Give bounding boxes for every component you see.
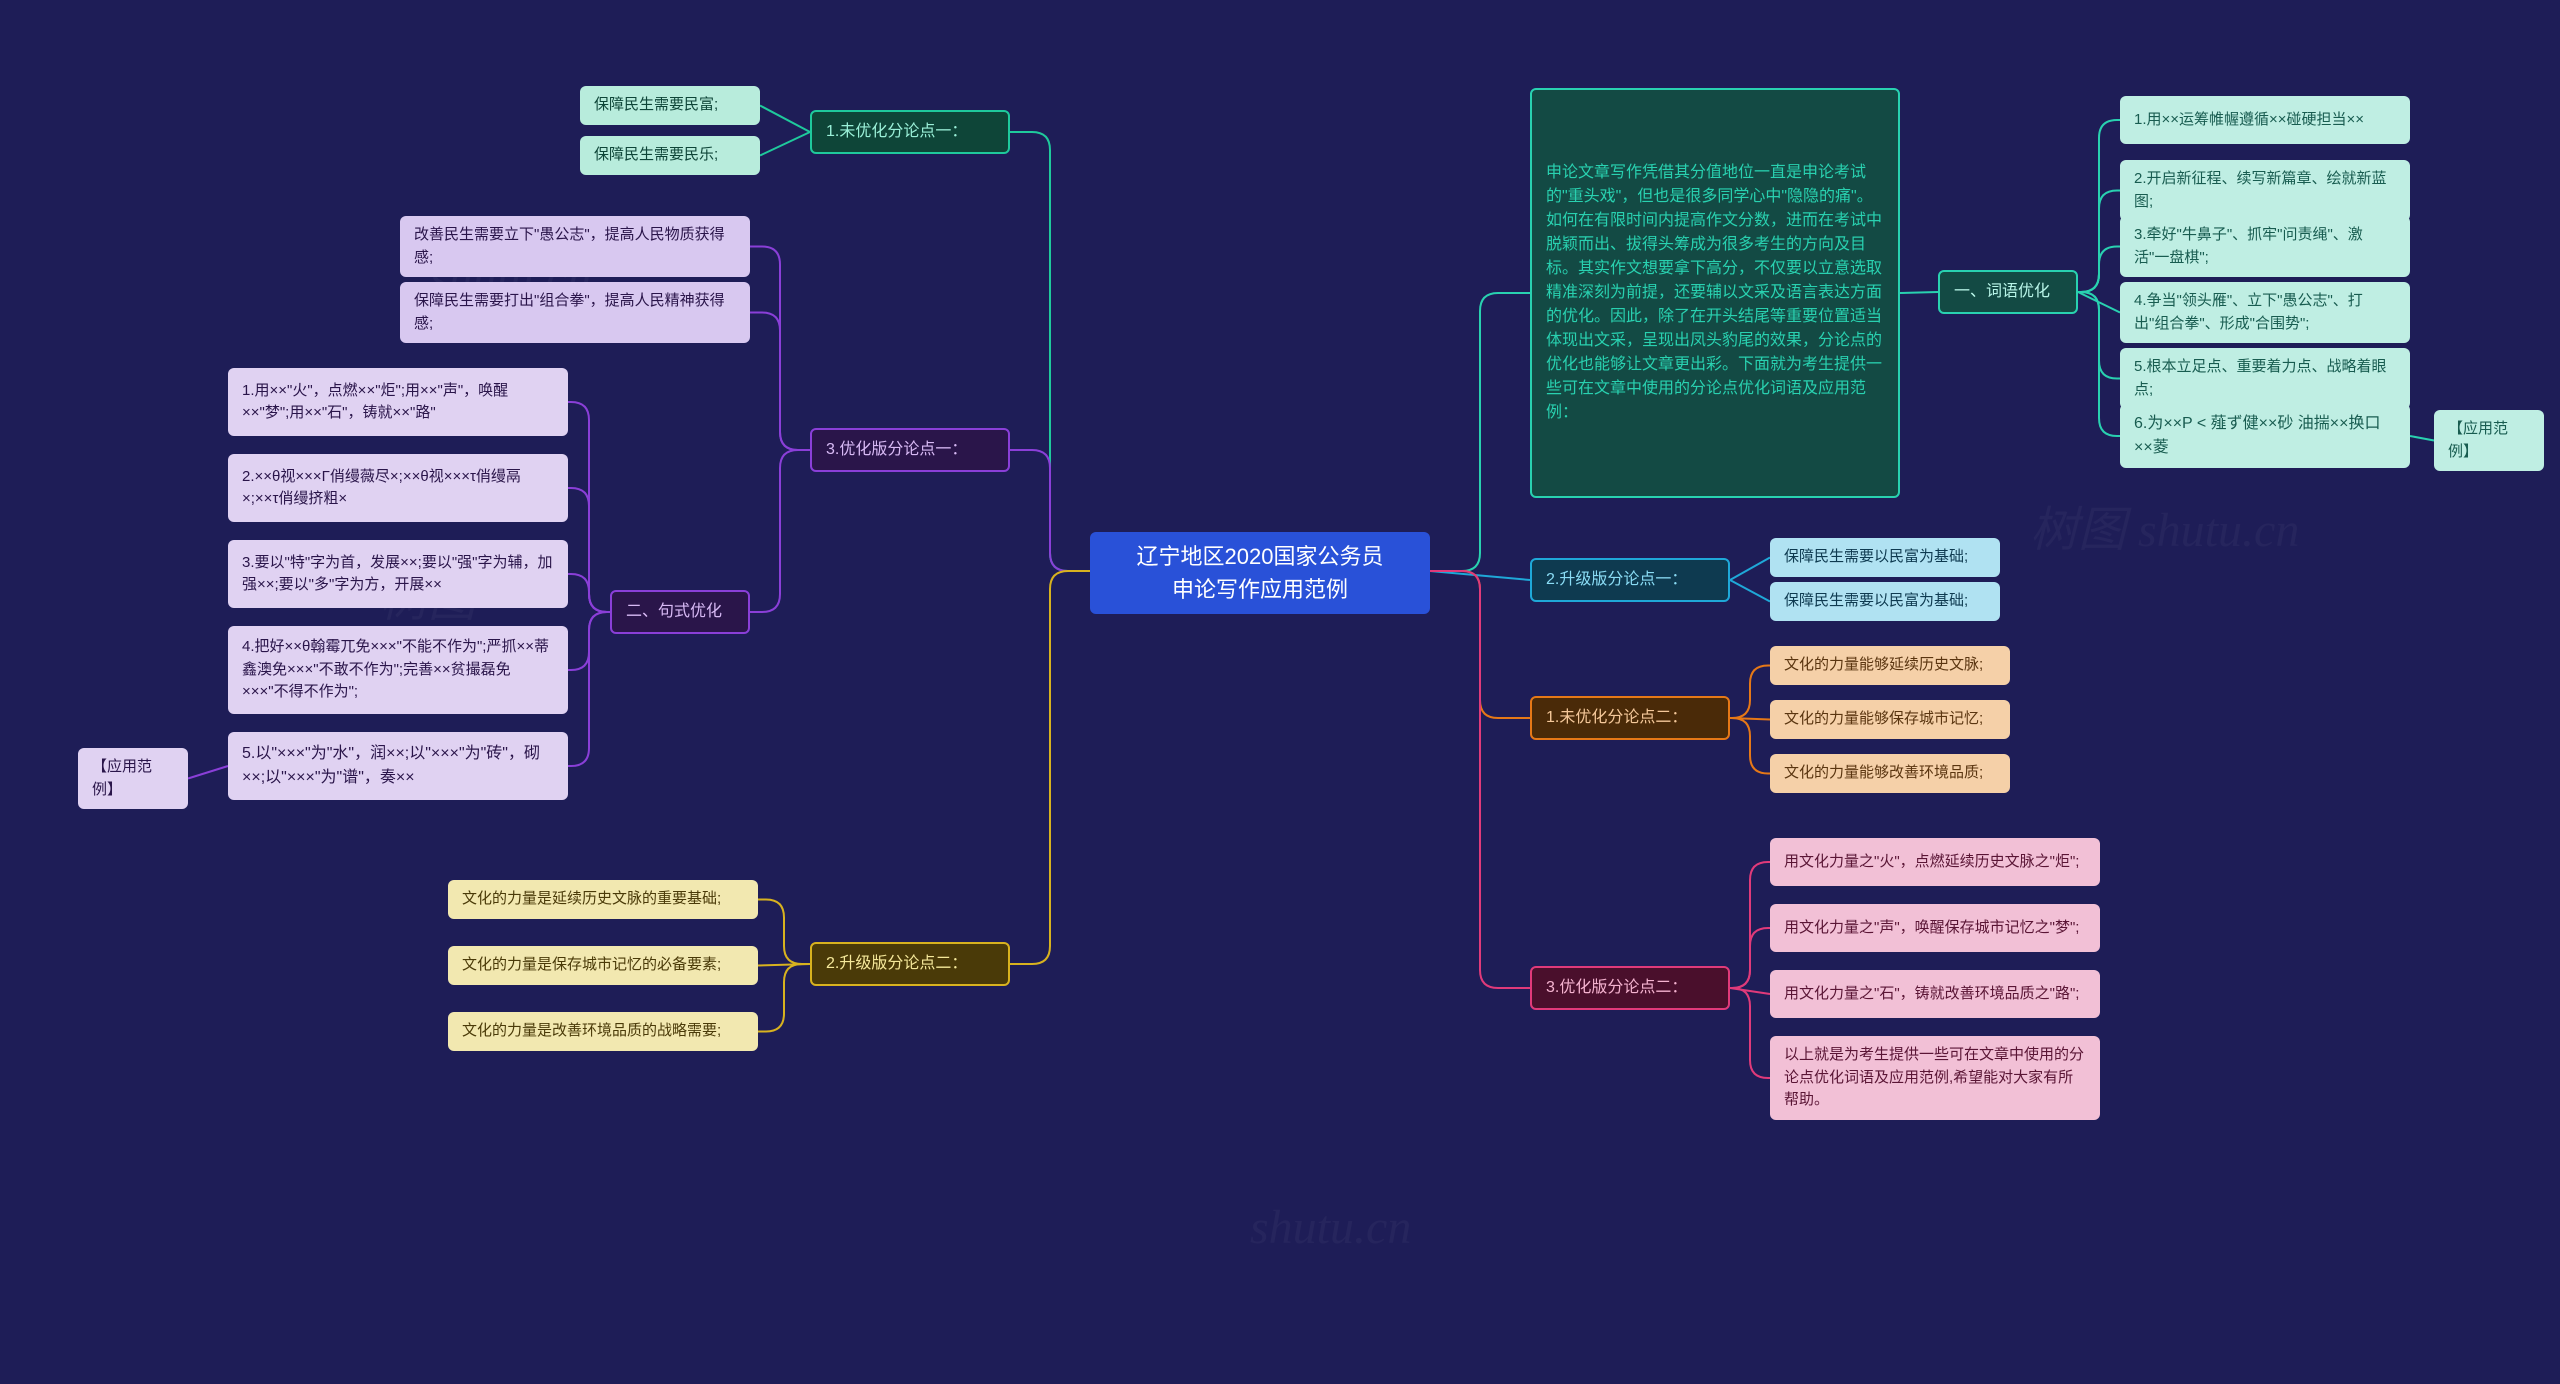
connector-path [188, 766, 228, 779]
branch-node: 1.未优化分论点一： [810, 110, 1010, 154]
connector-path [1730, 988, 1770, 1078]
connector-path [1730, 988, 1770, 994]
connector-path [758, 964, 810, 966]
connector-path [2410, 436, 2434, 441]
connector-path [1430, 571, 1530, 988]
watermark: 树图 shutu.cn [2030, 490, 2299, 560]
leaf-node: 保障民生需要以民富为基础; [1770, 538, 2000, 577]
connector-path [760, 106, 810, 133]
connector-path [2078, 191, 2120, 293]
leaf-node: 改善民生需要立下"愚公志"，提高人民物质获得感; [400, 216, 750, 277]
leaf-node: 保障民生需要民乐; [580, 136, 760, 175]
connector-path [1730, 666, 1770, 719]
leaf-node: 文化的力量是保存城市记忆的必备要素; [448, 946, 758, 985]
branch-node: 1.未优化分论点二： [1530, 696, 1730, 740]
leaf-node: 2.××θ视×××Γ俏缦薇尽×;××θ视×××τ俏缦鬲×;××τ俏缦挤粗× [228, 454, 568, 522]
branch-node: 6.为××P < 薤ず健××砂 油揣××换口××菱 [2120, 404, 2410, 468]
connector-path [2078, 247, 2120, 293]
connector-path [750, 313, 810, 451]
leaf-node: 3.要以"特"字为首，发展××;要以"强"字为辅，加强××;要以"多"字为方，开… [228, 540, 568, 608]
connector-path [1430, 571, 1530, 718]
connector-path [568, 574, 610, 612]
branch-node: 5.以"×××"为"水"，润××;以"×××"为"砖"，砌××;以"×××"为"… [228, 732, 568, 800]
connector-path [750, 450, 810, 612]
connector-path [758, 900, 810, 965]
connector-path [760, 132, 810, 156]
connector-path [1730, 718, 1770, 720]
branch-node: 3.优化版分论点二： [1530, 966, 1730, 1010]
connector-path [568, 402, 610, 612]
leaf-node: 文化的力量能够保存城市记忆; [1770, 700, 2010, 739]
connector-path [1430, 293, 1530, 571]
connector-path [1730, 928, 1770, 988]
leaf-node: 5.根本立足点、重要着力点、战略着眼点; [2120, 348, 2410, 409]
leaf-node: 用文化力量之"声"，唤醒保存城市记忆之"梦"; [1770, 904, 2100, 952]
connector-path [2078, 292, 2120, 313]
leaf-node: 保障民生需要以民富为基础; [1770, 582, 2000, 621]
branch-node: 3.优化版分论点一： [810, 428, 1010, 472]
leaf-node: 用文化力量之"石"，铸就改善环境品质之"路"; [1770, 970, 2100, 1018]
connector-path [1730, 558, 1770, 581]
leaf-node: 1.用××运筹帷幄遵循××碰硬担当×× [2120, 96, 2410, 144]
leaf-node: 文化的力量能够延续历史文脉; [1770, 646, 2010, 685]
connector-path [568, 488, 610, 612]
leaf-node: 用文化力量之"火"，点燃延续历史文脉之"炬"; [1770, 838, 2100, 886]
connector-path [1730, 718, 1770, 774]
leaf-node: 4.把好××θ翰霉兀免×××"不能不作为";严抓××蒂鑫澳免×××"不敢不作为"… [228, 626, 568, 714]
root-node: 辽宁地区2020国家公务员 申论写作应用范例 [1090, 532, 1430, 614]
branch-node: 二、句式优化 [610, 590, 750, 634]
leaf-node: 4.争当"领头雁"、立下"愚公志"、打出"组合拳"、形成"合围势"; [2120, 282, 2410, 343]
connector-path [2078, 292, 2120, 379]
connector-path [750, 247, 810, 451]
leaf-node: 保障民生需要民富; [580, 86, 760, 125]
connector-path [2078, 292, 2120, 436]
connector-path [568, 612, 610, 670]
connector-path [1730, 862, 1770, 988]
watermark: shutu.cn [1250, 1200, 1411, 1255]
connector-path [1900, 292, 1938, 293]
leaf-node: 以上就是为考生提供一些可在文章中使用的分论点优化词语及应用范例,希望能对大家有所… [1770, 1036, 2100, 1120]
branch-node: 一、词语优化 [1938, 270, 2078, 314]
connector-path [758, 964, 810, 1032]
leaf-node: 文化的力量是延续历史文脉的重要基础; [448, 880, 758, 919]
branch-node: 2.升级版分论点一： [1530, 558, 1730, 602]
connector-path [2078, 120, 2120, 292]
connector-path [1010, 571, 1090, 964]
connector-path [1010, 450, 1090, 571]
leaf-node: 【应用范例】 [2434, 410, 2544, 471]
leaf-node: 1.用××"火"，点燃××"炬";用××"声"，唤醒××"梦";用××"石"，铸… [228, 368, 568, 436]
leaf-node: 2.开启新征程、续写新篇章、绘就新蓝图; [2120, 160, 2410, 221]
branch-node: 申论文章写作凭借其分值地位一直是申论考试的"重头戏"，但也是很多同学心中"隐隐的… [1530, 88, 1900, 498]
connector-path [1010, 132, 1090, 571]
connector-path [1430, 571, 1530, 580]
connector-path [568, 612, 610, 766]
leaf-node: 保障民生需要打出"组合拳"，提高人民精神获得感; [400, 282, 750, 343]
leaf-node: 文化的力量能够改善环境品质; [1770, 754, 2010, 793]
branch-node: 2.升级版分论点二： [810, 942, 1010, 986]
connector-path [1730, 580, 1770, 602]
leaf-node: 文化的力量是改善环境品质的战略需要; [448, 1012, 758, 1051]
leaf-node: 3.牵好"牛鼻子"、抓牢"问责绳"、激活"一盘棋"; [2120, 216, 2410, 277]
leaf-node: 【应用范例】 [78, 748, 188, 809]
